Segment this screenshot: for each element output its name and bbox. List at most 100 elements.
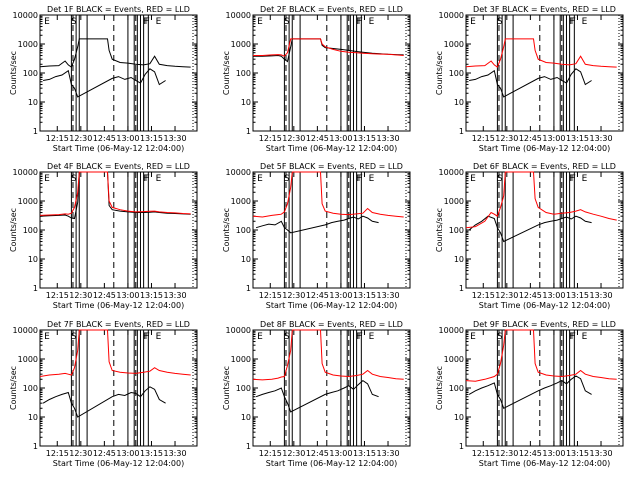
plot-frame <box>39 329 198 447</box>
y-tick-label: 100 <box>23 69 38 78</box>
x-tick-label: 13:30 <box>376 449 399 458</box>
x-tick-label: 13:00 <box>329 134 352 143</box>
x-tick-label: 12:30 <box>282 291 305 300</box>
time-marker-label: F <box>569 17 574 27</box>
time-marker-label: S <box>71 174 77 184</box>
y-tick-label: 1000 <box>231 197 251 206</box>
plot-frame <box>465 14 624 132</box>
series-line <box>465 329 617 382</box>
y-axis-label: Counts/sec <box>222 366 231 410</box>
time-marker-label: E <box>582 332 588 342</box>
panel-title: Det 4F BLACK = Events, RED = LLD <box>47 162 190 171</box>
x-tick-label: 12:45 <box>306 134 329 143</box>
series-line <box>252 329 404 381</box>
series-line <box>252 171 404 218</box>
y-axis-label: Counts/sec <box>435 208 444 252</box>
y-tick-label: 100 <box>236 69 251 78</box>
y-tick-label: 1000 <box>231 355 251 364</box>
x-tick-label: 13:30 <box>589 291 612 300</box>
y-tick-label: 1000 <box>18 40 38 49</box>
plot-frame <box>465 171 624 289</box>
y-tick-label: 10000 <box>226 326 251 335</box>
y-tick-label: 1 <box>459 284 464 293</box>
x-tick-label: 13:00 <box>116 291 139 300</box>
time-marker-label: E <box>470 174 476 184</box>
time-marker-label: E <box>369 17 375 27</box>
y-axis-label: Counts/sec <box>9 51 18 95</box>
y-tick-label: 10 <box>28 98 38 107</box>
y-tick-label: 100 <box>449 69 464 78</box>
x-tick-label: 13:15 <box>353 134 376 143</box>
x-axis-label: Start Time (06-May-12 12:04:00) <box>266 301 397 310</box>
y-tick-label: 10000 <box>439 11 464 20</box>
time-marker-label: S <box>284 332 290 342</box>
x-tick-label: 12:45 <box>93 449 116 458</box>
y-axis-label: Counts/sec <box>222 208 231 252</box>
x-tick-label: 13:30 <box>376 134 399 143</box>
x-tick-label: 12:45 <box>93 134 116 143</box>
x-tick-label: 12:30 <box>69 134 92 143</box>
x-tick-label: 13:15 <box>140 449 163 458</box>
x-tick-label: 12:15 <box>46 449 69 458</box>
y-axis-label: Counts/sec <box>435 366 444 410</box>
y-tick-label: 100 <box>236 226 251 235</box>
x-axis-label: Start Time (06-May-12 12:04:00) <box>53 301 184 310</box>
x-tick-label: 12:15 <box>46 291 69 300</box>
series-line <box>255 379 379 413</box>
y-tick-label: 10 <box>241 98 251 107</box>
time-marker-label: F <box>358 174 363 184</box>
time-marker-label: S <box>497 332 503 342</box>
panel-title: Det 3F BLACK = Events, RED = LLD <box>473 5 616 14</box>
time-marker-label: E <box>582 17 588 27</box>
y-axis-label: Counts/sec <box>435 51 444 95</box>
y-tick-label: 1000 <box>18 197 38 206</box>
y-axis-label: Counts/sec <box>9 366 18 410</box>
time-marker-label: F <box>145 174 150 184</box>
y-tick-label: 1 <box>33 442 38 451</box>
y-tick-label: 10 <box>28 255 38 264</box>
time-marker-label: E <box>369 174 375 184</box>
x-tick-label: 12:15 <box>259 449 282 458</box>
time-marker-label: E <box>156 17 162 27</box>
time-marker-label: E <box>44 332 50 342</box>
y-tick-label: 1 <box>459 127 464 136</box>
time-marker-label: F <box>356 17 361 27</box>
y-tick-label: 1 <box>33 284 38 293</box>
y-tick-label: 10 <box>241 255 251 264</box>
time-marker-label: E <box>44 174 50 184</box>
time-marker-label: S <box>71 17 77 27</box>
x-axis-label: Start Time (06-May-12 12:04:00) <box>53 459 184 468</box>
y-tick-label: 10000 <box>13 326 38 335</box>
x-tick-label: 12:15 <box>259 134 282 143</box>
plot-frame <box>39 14 198 132</box>
x-tick-label: 13:00 <box>116 134 139 143</box>
y-tick-label: 10 <box>241 413 251 422</box>
x-tick-label: 13:15 <box>566 449 589 458</box>
x-tick-label: 12:45 <box>306 291 329 300</box>
panel-title: Det 1F BLACK = Events, RED = LLD <box>47 5 190 14</box>
series-line <box>39 171 191 220</box>
x-tick-label: 12:15 <box>259 291 282 300</box>
time-marker-label: F <box>358 17 363 27</box>
y-tick-label: 1 <box>459 442 464 451</box>
time-marker-label: S <box>71 332 77 342</box>
y-tick-label: 1 <box>246 442 251 451</box>
x-tick-label: 12:15 <box>46 134 69 143</box>
time-marker-label: F <box>145 17 150 27</box>
x-tick-label: 13:00 <box>542 134 565 143</box>
time-marker-label: E <box>156 332 162 342</box>
series-line <box>468 375 592 410</box>
x-axis-label: Start Time (06-May-12 12:04:00) <box>266 459 397 468</box>
x-axis-label: Start Time (06-May-12 12:04:00) <box>266 144 397 153</box>
y-tick-label: 100 <box>23 226 38 235</box>
series-line <box>42 386 166 418</box>
time-marker-label: F <box>569 174 574 184</box>
time-marker-label: F <box>143 17 148 27</box>
x-tick-label: 13:15 <box>566 134 589 143</box>
x-tick-label: 12:30 <box>282 134 305 143</box>
